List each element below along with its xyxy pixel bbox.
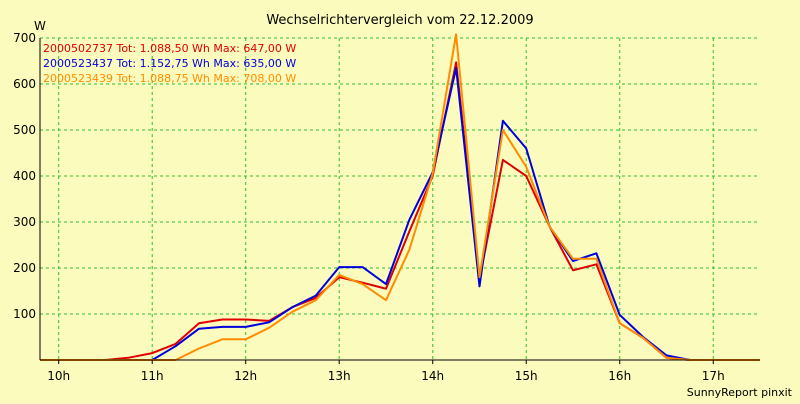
x-tick-label: 16h xyxy=(608,369,631,383)
y-tick-label: 600 xyxy=(13,77,36,91)
y-tick-label: 300 xyxy=(13,215,36,229)
x-tick-label: 14h xyxy=(421,369,444,383)
x-tick-label: 11h xyxy=(141,369,164,383)
x-tick-label: 13h xyxy=(328,369,351,383)
series-line-2000523437 xyxy=(40,66,760,361)
legend: 2000502737 Tot: 1.088,50 Wh Max: 647,00 … xyxy=(43,42,296,85)
y-tick-label: 500 xyxy=(13,123,36,137)
legend-entry-2000523439: 2000523439 Tot: 1.088,75 Wh Max: 708,00 … xyxy=(43,72,296,85)
footer-credit: SunnyReport pinxit xyxy=(687,386,793,399)
x-tick-label: 15h xyxy=(515,369,538,383)
y-tick-label: 200 xyxy=(13,261,36,275)
x-tick-label: 12h xyxy=(234,369,257,383)
legend-entry-2000523437: 2000523437 Tot: 1.152,75 Wh Max: 635,00 … xyxy=(43,57,296,70)
x-tick-label: 17h xyxy=(702,369,725,383)
tick-labels: 100 200 300 400 500 600 700 10h 11h 12h 13h 14h 15h 1… xyxy=(13,31,725,383)
y-tick-label: 100 xyxy=(13,307,36,321)
axes xyxy=(39,38,760,364)
legend-entry-2000502737: 2000502737 Tot: 1.088,50 Wh Max: 647,00 … xyxy=(43,42,296,55)
y-tick-label: 700 xyxy=(13,31,36,45)
x-tick-label: 10h xyxy=(47,369,70,383)
y-tick-label: 400 xyxy=(13,169,36,183)
chart-title: Wechselrichtervergleich vom 22.12.2009 xyxy=(266,13,533,28)
y-axis-label: W xyxy=(34,19,46,33)
